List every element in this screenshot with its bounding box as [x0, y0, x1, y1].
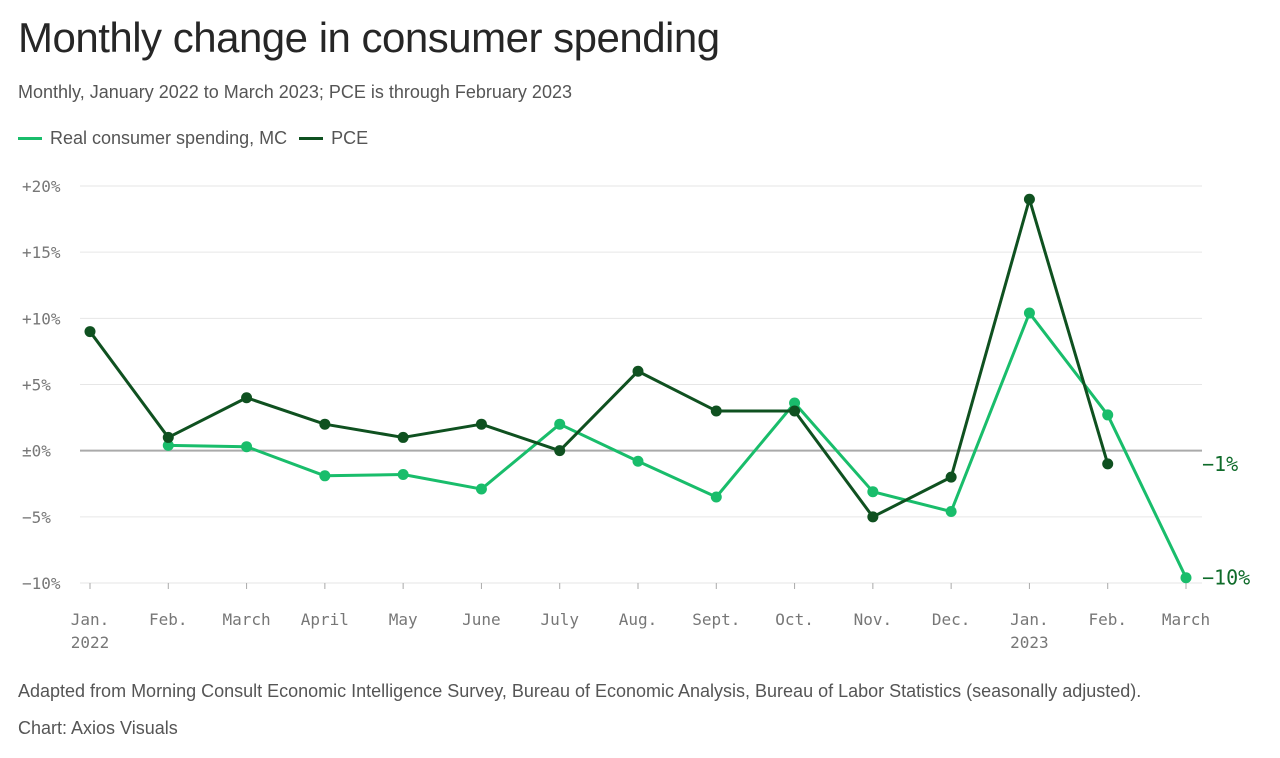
x-axis: Jan. 2022 Feb. March April May June July Aug. Sep… — [71, 583, 1210, 652]
series-line-mc — [166, 311, 1188, 580]
data-point-mc — [475, 483, 487, 495]
x-tick-label: Sept. — [692, 610, 740, 629]
legend-swatch-mc — [18, 137, 42, 140]
data-point-pce — [162, 431, 174, 443]
data-point-mc — [710, 491, 722, 503]
data-point-pce — [84, 326, 96, 338]
x-tick-label: July — [540, 610, 579, 629]
x-tick-label: May — [389, 610, 418, 629]
data-point-pce — [945, 471, 957, 483]
y-tick-label: ±0% — [22, 442, 51, 461]
x-tick-label: Aug. — [619, 610, 658, 629]
y-tick-label: +5% — [22, 376, 51, 395]
x-tick-label: Oct. — [775, 610, 814, 629]
data-point-mc — [945, 506, 957, 518]
chart-subtitle: Monthly, January 2022 to March 2023; PCE… — [18, 82, 572, 102]
data-point-pce — [397, 431, 409, 443]
legend-label-pce: PCE — [331, 128, 369, 148]
chart-title: Monthly change in consumer spending — [18, 14, 720, 61]
y-tick-label: +15% — [22, 243, 61, 262]
y-tick-label: +20% — [22, 177, 61, 196]
data-point-pce — [241, 392, 253, 404]
series-layer — [84, 193, 1192, 584]
data-point-mc — [867, 486, 879, 498]
legend-item-pce: PCE — [299, 128, 368, 149]
legend-swatch-pce — [299, 137, 324, 140]
x-tick-label: Feb. — [1088, 610, 1127, 629]
data-point-mc — [632, 455, 644, 467]
x-tick-year-label: 2022 — [71, 633, 110, 652]
x-tick-label: March — [222, 610, 270, 629]
x-tick-label: Nov. — [854, 610, 893, 629]
data-point-pce — [1023, 193, 1035, 205]
end-labels: −10% −1% — [1202, 452, 1250, 590]
line-chart: +20% +15% +10% +5% ±0% −5% −10% Jan. 2022 Feb. Ma… — [22, 177, 1250, 652]
series-line-pce — [88, 197, 1110, 519]
end-label-mc: −10% — [1202, 566, 1250, 590]
data-point-pce — [1102, 458, 1114, 470]
legend-item-mc: Real consumer spending, MC — [18, 128, 287, 149]
data-point-mc — [241, 441, 253, 453]
data-point-mc — [1023, 307, 1035, 319]
y-tick-label: −10% — [22, 574, 61, 593]
data-point-pce — [319, 418, 331, 430]
data-point-mc — [397, 468, 409, 480]
x-tick-label: Feb. — [149, 610, 188, 629]
data-point-pce — [789, 405, 801, 417]
data-point-mc — [1180, 572, 1192, 584]
data-point-mc — [162, 439, 174, 451]
y-axis: +20% +15% +10% +5% ±0% −5% −10% — [22, 177, 61, 593]
legend-label-mc: Real consumer spending, MC — [50, 128, 288, 148]
x-tick-label: Dec. — [932, 610, 971, 629]
x-tick-label: Jan. — [71, 610, 110, 629]
data-point-pce — [632, 365, 644, 377]
data-point-pce — [554, 445, 566, 457]
y-tick-label: +10% — [22, 309, 61, 328]
data-point-pce — [475, 418, 487, 430]
legend: Real consumer spending, MC PCE — [18, 128, 380, 149]
x-tick-label: March — [1162, 610, 1210, 629]
chart-credit: Chart: Axios Visuals — [18, 718, 178, 738]
source-note: Adapted from Morning Consult Economic In… — [18, 681, 1142, 701]
y-tick-label: −5% — [22, 508, 51, 527]
x-tick-label: Jan. — [1010, 610, 1049, 629]
grid-layer — [80, 185, 1202, 584]
data-point-pce — [710, 405, 722, 417]
data-point-mc — [1102, 409, 1114, 421]
x-tick-label: June — [462, 610, 501, 629]
data-point-mc — [554, 418, 566, 430]
data-point-mc — [319, 470, 331, 482]
data-point-pce — [867, 511, 879, 523]
end-label-pce: −1% — [1202, 452, 1238, 476]
x-tick-label: April — [301, 610, 349, 629]
data-point-mc — [789, 397, 801, 409]
x-tick-year-label: 2023 — [1010, 633, 1049, 652]
